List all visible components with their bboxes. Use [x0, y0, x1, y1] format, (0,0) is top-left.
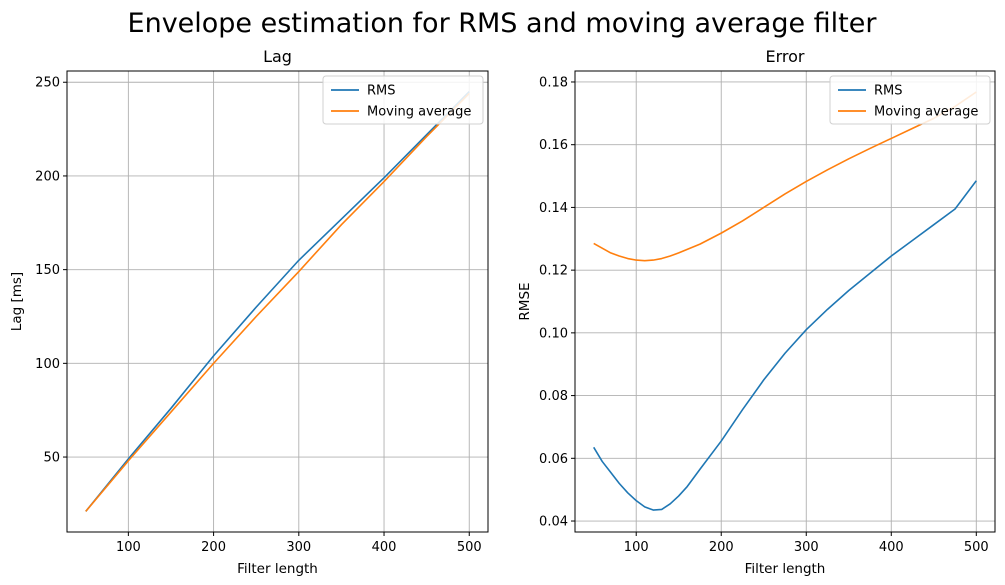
error-title: Error	[766, 47, 805, 66]
lag-title: Lag	[263, 47, 292, 66]
error-rms-line	[593, 180, 977, 511]
lag-moving-average-line	[85, 92, 470, 512]
error-legend: RMS Moving average	[829, 75, 991, 125]
lag-y-tick-label: 150	[35, 263, 60, 278]
lag-x-tick-label: 400	[372, 540, 397, 555]
error-x-tick-label: 100	[624, 540, 649, 555]
lag-x-tick-label: 300	[286, 540, 311, 555]
error-legend-rms-label: RMS	[874, 84, 903, 99]
lag-y-tick-label: 100	[35, 357, 60, 372]
error-grid	[575, 71, 995, 532]
lag-x-tick-label: 500	[457, 540, 482, 555]
error-legend-moving-average-label: Moving average	[874, 105, 978, 120]
lag-legend-rms-label: RMS	[367, 84, 396, 99]
lag-lines	[85, 91, 470, 512]
error-legend-box	[829, 75, 991, 125]
lag-legend: RMS Moving average	[322, 75, 484, 125]
error-y-tick-label: 0.06	[539, 452, 568, 467]
lag-legend-box	[322, 75, 484, 125]
lag-x-tick-label: 100	[116, 540, 141, 555]
error-y-tick-label: 0.08	[539, 389, 568, 404]
error-y-axis-label: RMSE	[517, 282, 533, 320]
figure-title: Envelope estimation for RMS and moving a…	[128, 8, 878, 39]
error-y-tick-label: 0.10	[539, 326, 568, 341]
error-lines	[593, 91, 977, 511]
error-y-tick-label: 0.12	[539, 264, 568, 279]
error-y-tick-label: 0.04	[539, 515, 568, 530]
error-y-tick-label: 0.16	[539, 138, 568, 153]
error-ticks: 100 200 300 400 500 0.04 0.06 0.08 0.10 0.12 0.14 0…	[539, 75, 989, 555]
lag-x-tick-label: 200	[201, 540, 226, 555]
error-x-tick-label: 400	[879, 540, 904, 555]
lag-plot: 100 200 300 400 500 50 100 150 200 250 Lag Filter…	[9, 47, 489, 577]
lag-x-axis-label: Filter length	[237, 561, 318, 577]
lag-y-axis-label: Lag [ms]	[9, 272, 25, 331]
error-y-tick-label: 0.18	[539, 75, 568, 90]
lag-y-tick-label: 200	[35, 169, 60, 184]
error-x-axis-label: Filter length	[745, 561, 826, 577]
error-y-tick-label: 0.14	[539, 201, 568, 216]
lag-legend-moving-average-label: Moving average	[367, 105, 471, 120]
lag-axes-frame	[66, 70, 489, 533]
lag-y-tick-label: 50	[43, 451, 60, 466]
error-x-tick-label: 200	[709, 540, 734, 555]
error-x-tick-label: 300	[794, 540, 819, 555]
error-plot: 100 200 300 400 500 0.04 0.06 0.08 0.10 0.12 0.14 0…	[517, 47, 996, 577]
error-axes-frame	[574, 70, 996, 533]
error-moving-average-line	[593, 91, 977, 262]
lag-rms-line	[85, 91, 470, 512]
error-x-tick-label: 500	[964, 540, 989, 555]
lag-y-tick-label: 250	[35, 76, 60, 91]
lag-ticks: 100 200 300 400 500 50 100 150 200 250	[35, 76, 481, 555]
